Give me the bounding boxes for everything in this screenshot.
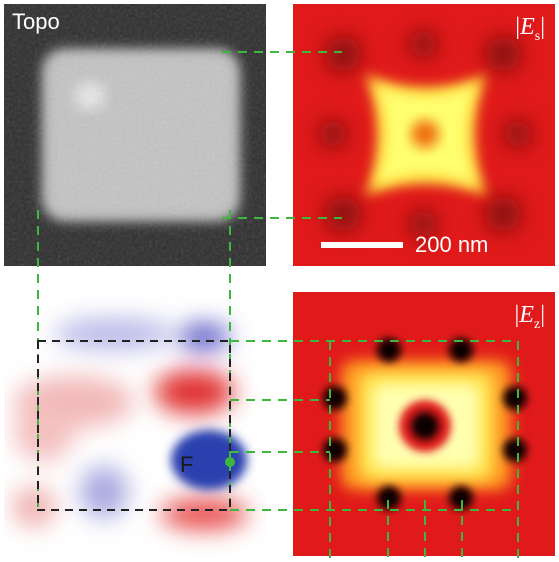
phase-marker-dot (225, 457, 235, 467)
ez-field-map (293, 292, 555, 556)
phase-frame (37, 340, 231, 511)
topo-label: Topo (12, 9, 60, 34)
ez-label: |Ez| (514, 302, 545, 332)
es-label: |Es| (515, 14, 545, 44)
scale-bar-label: 200 nm (415, 232, 489, 257)
ez-field-panel: |Ez| (293, 292, 555, 556)
es-field-map (293, 4, 555, 266)
phase-panel: F (4, 292, 266, 558)
scale-bar (321, 242, 403, 248)
topography-panel: Topo (4, 4, 266, 266)
phase-map (4, 292, 266, 558)
es-field-panel: |Es| 200 nm (293, 4, 555, 266)
phase-marker-label: F (180, 452, 194, 477)
topography-image (4, 4, 266, 266)
